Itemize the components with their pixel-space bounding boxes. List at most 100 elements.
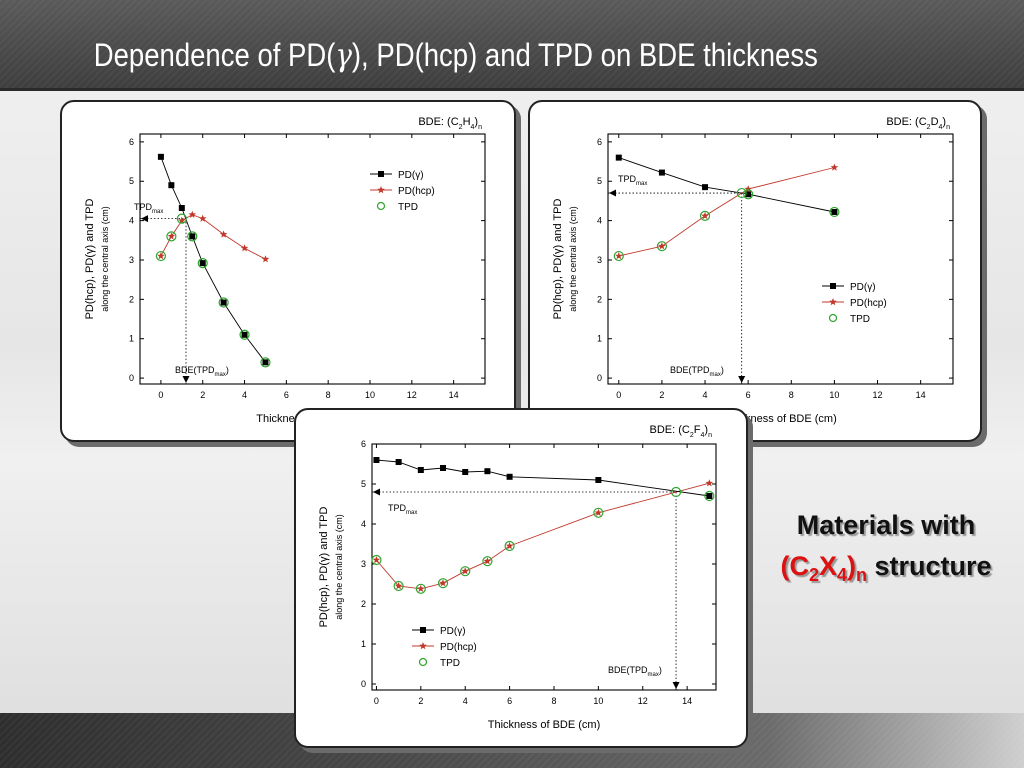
x-tick-label: 8 — [551, 696, 556, 706]
x-tick-label: 8 — [789, 390, 794, 400]
x-tick-label: 10 — [829, 390, 839, 400]
y-tick-label: 1 — [361, 639, 366, 649]
legend-marker-pd-gamma — [420, 627, 426, 633]
series-line-pd-hcp — [160, 214, 266, 260]
legend-marker-pd-gamma — [830, 283, 836, 289]
point-pd-gamma — [831, 208, 838, 215]
series-line-pd-gamma — [618, 157, 835, 213]
x-tick-label: 2 — [200, 390, 205, 400]
plot-frame — [371, 443, 717, 691]
point-pd-gamma — [395, 459, 402, 465]
point-pd-gamma — [373, 457, 380, 463]
legend-marker-tpd — [828, 313, 838, 323]
point-pd-hcp — [461, 567, 469, 575]
x-tick-label: 14 — [682, 696, 692, 706]
note-suffix: structure — [867, 551, 992, 581]
tpd-max-label: TPDmax — [388, 503, 417, 516]
x-axis-label: Thickness of BDE (cm) — [724, 413, 836, 425]
y-tick-label: 2 — [361, 599, 366, 609]
y-tick-label: 0 — [129, 373, 134, 383]
point-pd-gamma — [178, 205, 185, 212]
point-tpd — [670, 486, 682, 498]
tpd-max-label: TPDmax — [618, 174, 647, 187]
legend-label-pd-hcp: PD(hcp) — [440, 642, 477, 653]
y-tick-label: 5 — [361, 479, 366, 489]
point-pd-gamma — [417, 467, 424, 473]
point-pd-hcp — [658, 242, 666, 250]
series-line-pd-gamma — [376, 459, 710, 497]
point-tpd — [482, 556, 493, 567]
point-tpd — [593, 507, 604, 518]
point-pd-gamma — [168, 182, 175, 189]
point-pd-gamma — [440, 465, 447, 471]
x-tick-label: 2 — [418, 696, 423, 706]
y-tick-label: 6 — [597, 137, 602, 147]
materials-note: Materials with (C2X4)n structure — [758, 505, 1014, 587]
x-tick-label: 4 — [703, 390, 708, 400]
tpd-max-label: TPDmax — [134, 202, 163, 215]
bde-tpd-max-label: BDE(TPDmax) — [175, 365, 229, 378]
plot-frame — [607, 133, 954, 385]
x-tick-label: 12 — [638, 696, 648, 706]
legend-marker-tpd — [418, 657, 428, 667]
x-tick-label: 8 — [326, 390, 331, 400]
point-pd-gamma — [595, 477, 602, 483]
y-axis-sublabel: along the central axis (cm) — [100, 206, 110, 312]
legend-label-pd-hcp: PD(hcp) — [850, 298, 887, 309]
point-pd-gamma — [615, 154, 622, 161]
material-label: BDE: (C2F4)n — [650, 424, 713, 439]
x-tick-label: 14 — [916, 390, 926, 400]
legend-label-tpd: TPD — [440, 658, 460, 669]
title-part-1: Dependence of PD( — [93, 37, 336, 73]
point-tpd — [155, 250, 167, 262]
point-pd-gamma — [262, 359, 269, 366]
point-pd-hcp — [167, 232, 176, 240]
x-tick-label: 12 — [407, 390, 417, 400]
point-tpd — [704, 490, 715, 502]
point-tpd — [699, 210, 711, 221]
point-pd-hcp — [240, 244, 249, 252]
point-tpd — [166, 231, 177, 242]
x-tick-label: 6 — [284, 390, 289, 400]
legend-marker-pd-hcp — [419, 642, 427, 650]
chart-panel-c2d4: 0 2 4 6 8 10 12 14 0 1 2 3 4 5 6 Thickness of BDE (cm) P… — [528, 100, 982, 442]
point-pd-gamma — [506, 473, 513, 480]
note-line-2: (C2X4)n structure — [758, 546, 1014, 587]
y-tick-label: 0 — [597, 373, 602, 383]
bde-tpd-max-label: BDE(TPDmax) — [670, 365, 724, 378]
material-label: BDE: (C2H4)n — [418, 116, 482, 131]
y-tick-label: 5 — [129, 176, 134, 186]
series-line-pd-hcp — [376, 482, 710, 590]
point-pd-hcp — [701, 211, 709, 220]
point-tpd — [743, 189, 754, 200]
y-tick-label: 2 — [129, 294, 134, 304]
point-pd-gamma — [745, 191, 752, 198]
note-formula-close: ) — [847, 551, 856, 581]
y-tick-label: 6 — [361, 439, 366, 449]
point-tpd — [829, 206, 840, 218]
note-line-1: Materials with — [796, 510, 976, 540]
title-gamma: γ — [335, 36, 352, 74]
note-sub-n: n — [856, 565, 867, 585]
legend-label-pd-gamma: PD(γ) — [398, 170, 424, 181]
point-pd-hcp — [394, 582, 403, 590]
y-axis-label: PD(hcp), PD(γ) and TPD — [84, 199, 96, 320]
y-tick-label: 3 — [129, 255, 134, 265]
point-pd-hcp — [439, 579, 447, 587]
y-tick-label: 3 — [361, 559, 366, 569]
point-tpd — [197, 258, 208, 269]
legend-label-tpd: TPD — [850, 314, 870, 325]
slide-title: Dependence of PD(γ), PD(hcp) and TPD on … — [0, 36, 912, 74]
y-tick-label: 3 — [597, 255, 602, 265]
x-tick-label: 10 — [365, 390, 375, 400]
y-tick-label: 0 — [361, 679, 366, 689]
note-formula-x: X — [818, 551, 837, 581]
title-bar — [0, 0, 1024, 91]
tpd-arrow-head — [609, 189, 616, 197]
y-tick-label: 4 — [129, 216, 134, 226]
y-tick-label: 6 — [129, 137, 134, 147]
point-pd-hcp — [744, 185, 752, 193]
x-tick-label: 6 — [746, 390, 751, 400]
